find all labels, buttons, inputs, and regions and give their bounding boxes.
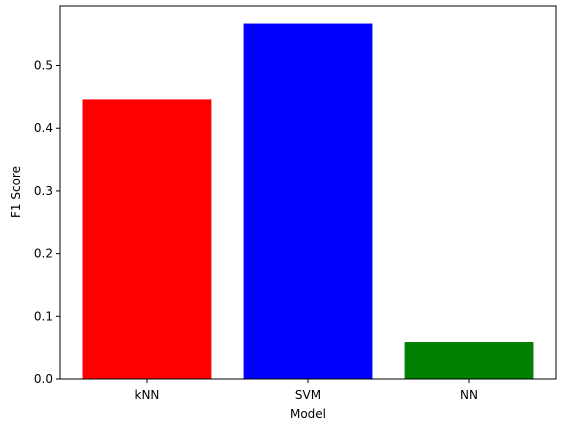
y-axis-label: F1 Score [9,166,23,218]
y-tick-label: 0.5 [34,59,53,73]
x-axis: kNN SVM NN [135,379,478,402]
bars-group [82,23,534,379]
x-axis-label: Model [290,407,326,421]
x-tick-label: kNN [135,388,160,402]
y-tick-label: 0.0 [34,372,53,386]
bar-svm [243,23,373,379]
y-axis: 0.0 0.1 0.2 0.3 0.4 0.5 [34,59,60,386]
y-tick-label: 0.2 [34,247,53,261]
y-tick-label: 0.3 [34,184,53,198]
y-tick-label: 0.4 [34,121,53,135]
x-tick-label: SVM [295,388,321,402]
bar-knn [82,99,212,379]
y-tick-label: 0.1 [34,309,53,323]
x-tick-label: NN [460,388,478,402]
bar-nn [404,342,534,379]
